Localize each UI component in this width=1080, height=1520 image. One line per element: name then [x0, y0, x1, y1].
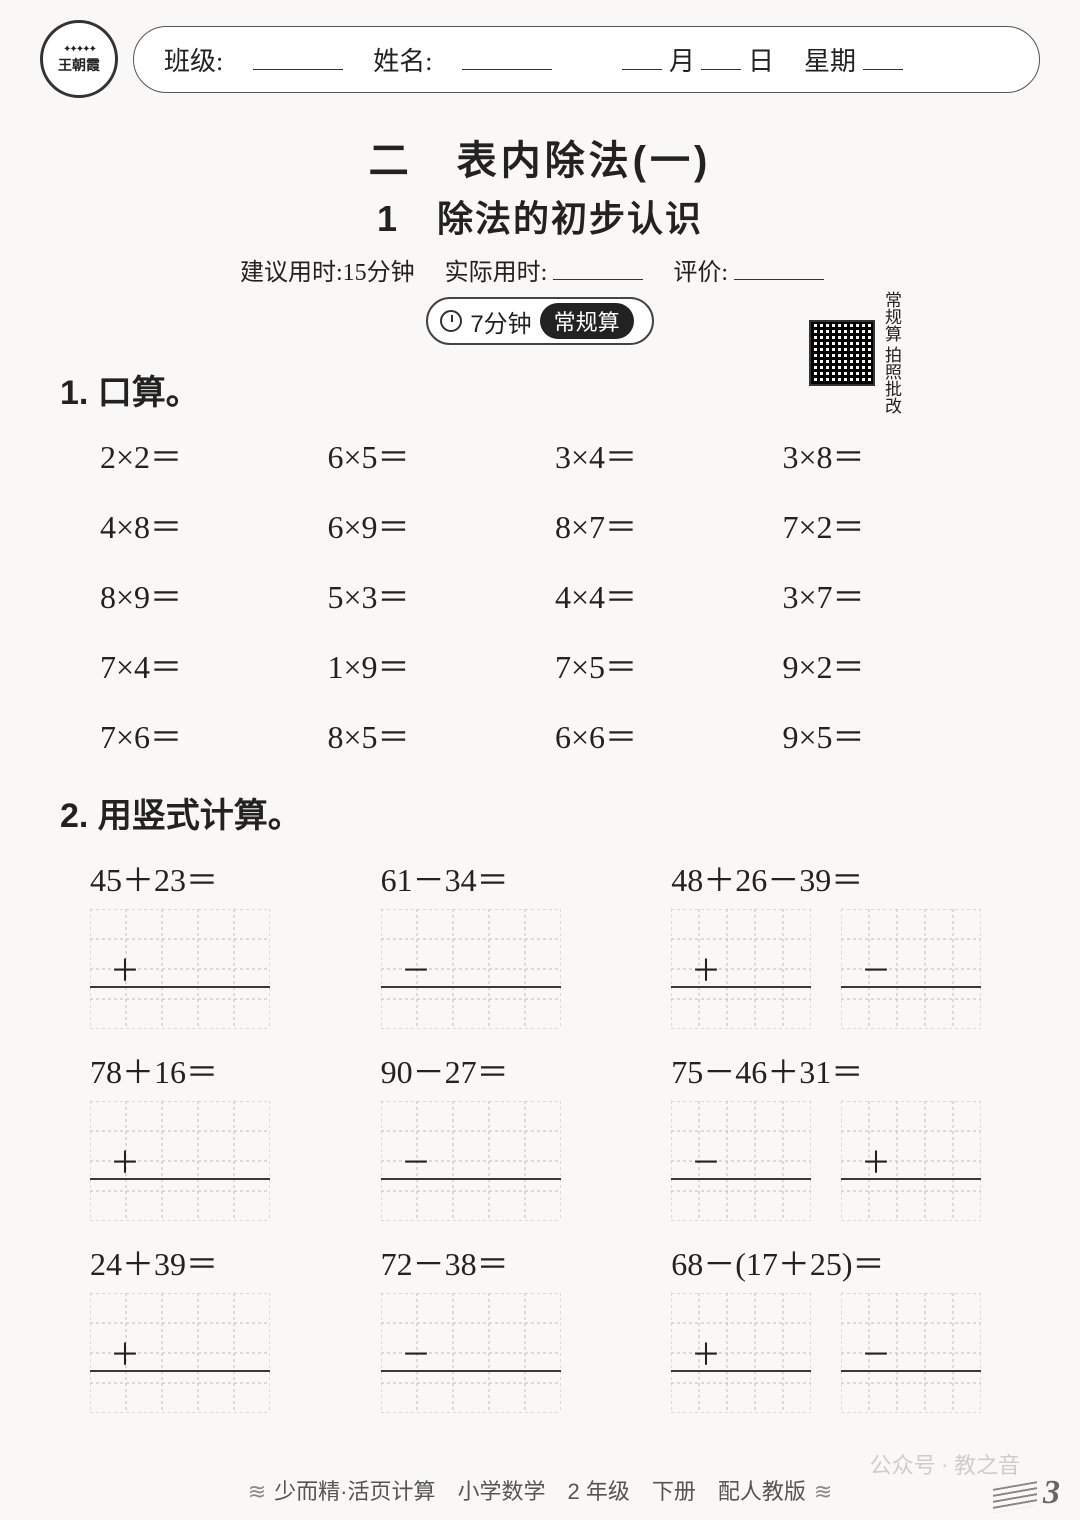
column-calc-problem: 78＋16＝ ＋: [90, 1047, 351, 1221]
info-pill: 班级: 姓名: 月 日 星期: [133, 26, 1040, 93]
svg-text:＋: ＋: [110, 1339, 140, 1372]
mental-math-item: 9×2＝: [783, 642, 1001, 688]
qr-code-icon[interactable]: [809, 320, 875, 386]
qr-caption: 常规算 拍照批改: [881, 291, 900, 414]
column-calc-expression: 90－27＝: [381, 1047, 642, 1093]
column-calc-problem: 72－38＝ －: [381, 1239, 642, 1413]
column-calc-expression: 45＋23＝: [90, 855, 351, 901]
month-label: 月: [669, 47, 695, 76]
column-calc-workarea[interactable]: －＋: [671, 1101, 1010, 1221]
svg-text:－: －: [401, 1147, 431, 1180]
brand-logo: ✦✦✦✦✦ 王朝霞: [40, 20, 118, 98]
mental-math-item: 4×8＝: [100, 502, 318, 548]
mental-math-item: 4×4＝: [555, 572, 773, 618]
mental-math-item: 9×5＝: [783, 712, 1001, 758]
actual-time-label: 实际用时:: [445, 260, 548, 286]
column-calc-expression: 24＋39＝: [90, 1239, 351, 1285]
time-badge: 7分钟 常规算: [426, 297, 653, 345]
day-label: 日: [748, 47, 774, 76]
weekday-blank[interactable]: [863, 41, 903, 70]
actual-time-blank[interactable]: [553, 254, 643, 280]
column-calc-workarea[interactable]: ＋－: [671, 909, 1010, 1029]
mental-math-item: 6×6＝: [555, 712, 773, 758]
column-calc-expression: 78＋16＝: [90, 1047, 351, 1093]
mental-math-item: 7×2＝: [783, 502, 1001, 548]
name-label: 姓名:: [373, 41, 432, 78]
column-calc-expression: 72－38＝: [381, 1239, 642, 1285]
rating-label: 评价:: [673, 260, 728, 286]
column-calc-expression: 48＋26－39＝: [671, 855, 1010, 901]
column-calc-workarea[interactable]: －: [381, 1293, 642, 1413]
column-calc-problem: 45＋23＝ ＋: [90, 855, 351, 1029]
column-calc-problem: 68－(17＋25)＝＋－: [671, 1239, 1010, 1413]
title-block: 二 表内除法(一) 1 除法的初步认识: [40, 128, 1040, 242]
footer-text: 少而精·活页计算 小学数学 2 年级 下册 配人教版: [240, 1479, 841, 1504]
mental-math-item: 8×5＝: [328, 712, 546, 758]
badge-right-label: 常规算: [540, 303, 634, 339]
svg-text:－: －: [401, 955, 431, 988]
suggest-time: 建议用时:15分钟: [240, 252, 415, 287]
column-calc-expression: 75－46＋31＝: [671, 1047, 1010, 1093]
mental-math-item: 3×4＝: [555, 432, 773, 478]
svg-text:－: －: [691, 1147, 721, 1180]
logo-stars: ✦✦✦✦✦: [63, 44, 95, 55]
column-calc-problem: 75－46＋31＝－＋: [671, 1047, 1010, 1221]
column-calc-workarea[interactable]: ＋: [90, 1101, 351, 1221]
mental-math-item: 2×2＝: [100, 432, 318, 478]
mental-math-item: 1×9＝: [328, 642, 546, 688]
svg-text:＋: ＋: [110, 955, 140, 988]
rating-blank[interactable]: [734, 254, 824, 280]
logo-name: 王朝霞: [58, 55, 100, 75]
mental-math-item: 8×9＝: [100, 572, 318, 618]
column-calc-problem: 90－27＝ －: [381, 1047, 642, 1221]
column-calc-expression: 61－34＝: [381, 855, 642, 901]
month-blank[interactable]: [622, 41, 662, 70]
column-calc-grid: 45＋23＝＋61－34＝－48＋26－39＝＋－78＋16＝＋90－27＝－7…: [40, 855, 1040, 1413]
svg-text:＋: ＋: [691, 1339, 721, 1372]
mental-math-item: 6×9＝: [328, 502, 546, 548]
column-calc-problem: 24＋39＝ ＋: [90, 1239, 351, 1413]
badge-time-text: 7分钟: [470, 304, 531, 339]
mental-math-item: 8×7＝: [555, 502, 773, 548]
mental-math-item: 3×7＝: [783, 572, 1001, 618]
header: ✦✦✦✦✦ 王朝霞 班级: 姓名: 月 日 星期: [40, 20, 1040, 98]
svg-text:－: －: [861, 1339, 891, 1372]
column-calc-expression: 68－(17＋25)＝: [671, 1239, 1010, 1285]
weekday-label: 星期: [804, 47, 856, 76]
section2-head: 2. 用竖式计算。: [60, 788, 1040, 837]
mental-math-item: 7×6＝: [100, 712, 318, 758]
page-number: 3: [993, 1474, 1060, 1512]
column-calc-workarea[interactable]: ＋: [90, 909, 351, 1029]
column-calc-problem: 48＋26－39＝＋－: [671, 855, 1010, 1029]
mental-math-item: 3×8＝: [783, 432, 1001, 478]
svg-text:＋: ＋: [110, 1147, 140, 1180]
column-calc-problem: 61－34＝ －: [381, 855, 642, 1029]
mental-math-item: 5×3＝: [328, 572, 546, 618]
lesson-title: 1 除法的初步认识: [40, 190, 1040, 242]
column-calc-workarea[interactable]: ＋: [90, 1293, 351, 1413]
clock-icon: [440, 310, 462, 332]
chapter-title: 二 表内除法(一): [40, 128, 1040, 186]
mental-math-item: 7×5＝: [555, 642, 773, 688]
day-blank[interactable]: [701, 41, 741, 70]
class-label: 班级:: [164, 41, 223, 78]
svg-text:＋: ＋: [861, 1147, 891, 1180]
svg-text:－: －: [861, 955, 891, 988]
mental-math-item: 7×4＝: [100, 642, 318, 688]
name-blank[interactable]: [462, 41, 552, 70]
class-blank[interactable]: [253, 41, 343, 70]
svg-text:－: －: [401, 1339, 431, 1372]
svg-text:＋: ＋: [691, 955, 721, 988]
mental-math-item: 6×5＝: [328, 432, 546, 478]
badge-row: 7分钟 常规算 常规算 拍照批改: [40, 297, 1040, 345]
column-calc-workarea[interactable]: －: [381, 1101, 642, 1221]
mental-math-grid: 2×2＝6×5＝3×4＝3×8＝ 4×8＝6×9＝8×7＝7×2＝ 8×9＝5×3＝…: [40, 432, 1040, 758]
column-calc-workarea[interactable]: －: [381, 909, 642, 1029]
qr-block: 常规算 拍照批改: [809, 291, 900, 414]
column-calc-workarea[interactable]: ＋－: [671, 1293, 1010, 1413]
meta-line: 建议用时:15分钟 实际用时: 评价:: [240, 252, 1040, 287]
